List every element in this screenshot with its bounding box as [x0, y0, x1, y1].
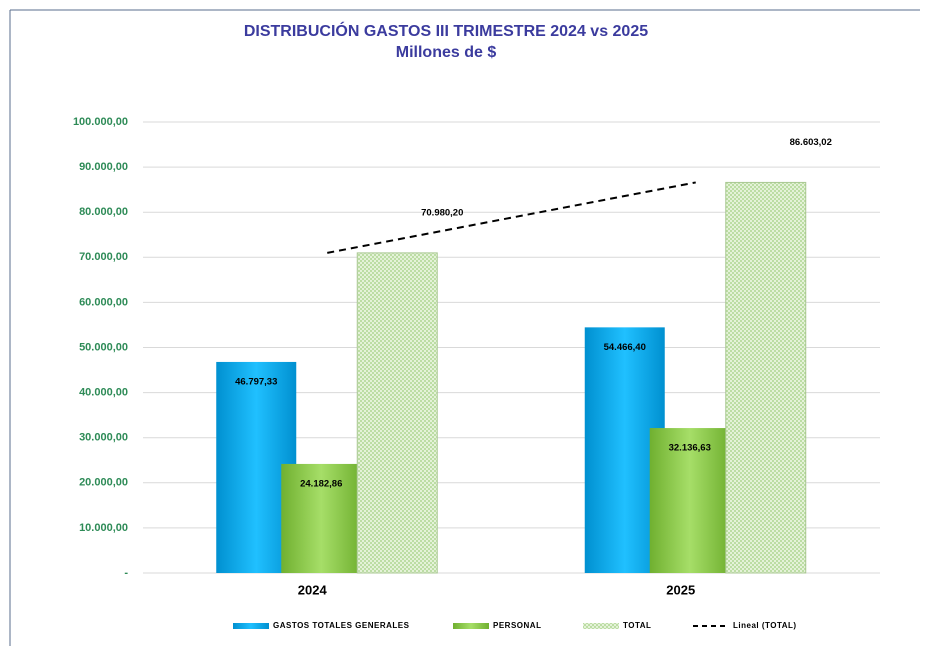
trend-line	[327, 181, 696, 254]
bar	[356, 252, 438, 574]
y-tick-label: 80.000,00	[79, 206, 128, 218]
y-tick-label: 90.000,00	[79, 161, 128, 173]
y-tick-label: 10.000,00	[79, 522, 128, 534]
legend-label: TOTAL	[623, 621, 651, 630]
y-tick-label: 70.000,00	[79, 251, 128, 263]
x-tick-label: 2025	[666, 582, 695, 597]
legend-swatch	[233, 623, 269, 629]
bar	[281, 463, 362, 573]
y-tick-label: 40.000,00	[79, 387, 128, 399]
y-tick-label: 30.000,00	[79, 432, 128, 444]
legend-swatch	[583, 623, 619, 629]
y-tick-label: 60.000,00	[79, 296, 128, 308]
legend-label: Lineal (TOTAL)	[733, 621, 797, 630]
bar	[649, 428, 730, 573]
data-label: 54.466,40	[604, 342, 646, 353]
legend-swatch	[453, 623, 489, 629]
data-label: 70.980,20	[421, 207, 463, 218]
legend-label: GASTOS TOTALES GENERALES	[273, 621, 410, 630]
chart-subtitle: Millones de $	[396, 44, 497, 61]
y-tick-label: 20.000,00	[79, 477, 128, 489]
x-tick-label: 2024	[298, 582, 328, 597]
data-label: 24.182,86	[300, 478, 342, 489]
data-label: 46.797,33	[235, 376, 277, 387]
data-label: 32.136,63	[669, 443, 711, 454]
y-tick-label: 50.000,00	[79, 341, 128, 353]
y-tick-label: -	[124, 567, 128, 579]
data-label: 86.603,02	[790, 137, 832, 148]
chart-title: DISTRIBUCIÓN GASTOS III TRIMESTRE 2024 v…	[244, 21, 648, 40]
legend-label: PERSONAL	[493, 621, 541, 630]
y-tick-label: 100.000,00	[73, 116, 128, 128]
bar	[725, 181, 807, 574]
